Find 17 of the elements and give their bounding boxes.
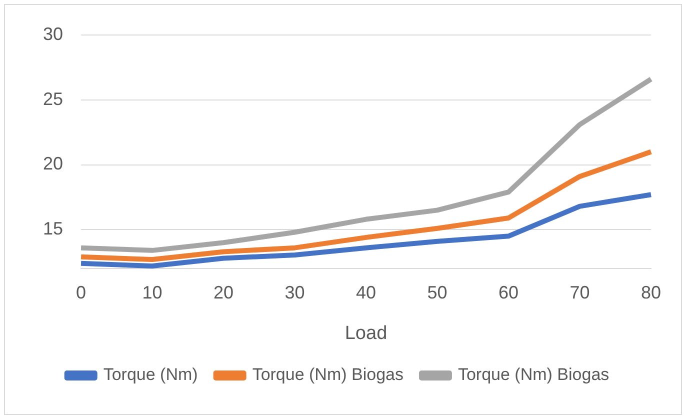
x-axis-title: Load bbox=[344, 322, 388, 344]
x-tick-label: 60 bbox=[498, 282, 519, 302]
x-tick-label: 80 bbox=[640, 282, 662, 302]
x-tick-label: 30 bbox=[284, 282, 305, 302]
y-tick-label: 15 bbox=[42, 218, 64, 239]
x-tick-label: 50 bbox=[427, 282, 448, 302]
x-tick-label: 40 bbox=[356, 282, 376, 302]
legend-label: Torque (Nm) Biogas bbox=[458, 365, 610, 384]
y-tick-label: 30 bbox=[42, 24, 64, 44]
y-tick-label: 25 bbox=[42, 88, 64, 109]
y-tick-label: 20 bbox=[42, 154, 64, 174]
x-tick-label: 10 bbox=[142, 282, 162, 302]
x-tick-label: 0 bbox=[76, 282, 86, 302]
x-tick-label: 20 bbox=[214, 282, 234, 302]
x-tick-label: 70 bbox=[570, 282, 590, 302]
legend-label: Torque (Nm) bbox=[103, 365, 198, 384]
legend-label: Torque (Nm) Biogas bbox=[252, 365, 404, 384]
